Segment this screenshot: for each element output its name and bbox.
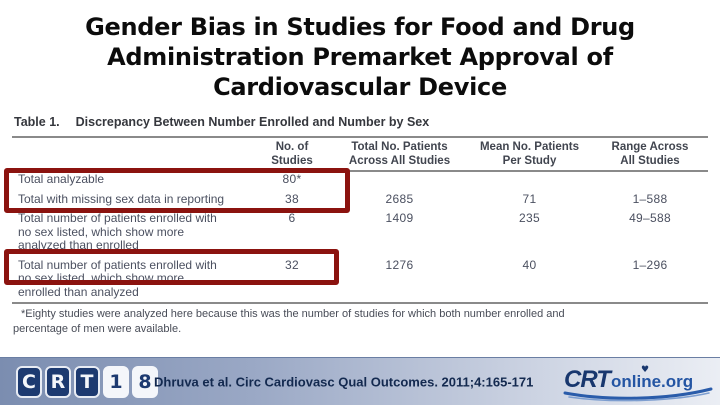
crt18-tile-1: 1 bbox=[103, 365, 129, 398]
title-line-3: Cardiovascular Device bbox=[213, 73, 507, 101]
table-row-more-analyzed-than-enrolled: Total number of patients enrolled with n… bbox=[18, 211, 671, 252]
logo-online-text: online.org bbox=[611, 372, 693, 391]
header-col-range: Range Across All Studies bbox=[611, 141, 689, 167]
table-caption-label: Table 1. bbox=[14, 115, 60, 129]
footer-bar: C R T 1 8 Dhruva et al. Circ Cardiovasc … bbox=[0, 357, 720, 405]
title-line-1: Gender Bias in Studies for Food and Drug bbox=[85, 13, 635, 41]
slide-title: Gender Bias in Studies for Food and Drug… bbox=[0, 12, 720, 102]
logo-swoosh-icon bbox=[563, 387, 713, 400]
header-bottom-rule bbox=[12, 170, 708, 172]
logo-crt-text: CRT bbox=[564, 366, 613, 393]
table-body: Total analyzable 80* Total with missing … bbox=[12, 172, 708, 305]
table-row-total-analyzable: Total analyzable 80* bbox=[18, 172, 302, 186]
table-row-missing-sex-data: Total with missing sex data in reporting… bbox=[18, 191, 668, 206]
crt18-tile-c: C bbox=[16, 365, 42, 398]
crt18-logo: C R T 1 8 bbox=[16, 365, 158, 398]
highlight-box-top bbox=[4, 168, 350, 213]
crt18-tile-t: T bbox=[74, 365, 100, 398]
header-empty bbox=[12, 140, 252, 168]
header-col-total-patients: Total No. Patients Across All Studies bbox=[348, 141, 451, 167]
table-caption: Table 1. Discrepancy Between Number Enrol… bbox=[14, 115, 429, 129]
table-caption-text: Discrepancy Between Number Enrolled and … bbox=[75, 115, 430, 129]
heart-icon: ♥ bbox=[641, 365, 649, 375]
highlight-box-bottom bbox=[4, 249, 339, 285]
table-row-more-enrolled-than-analyzed: Total number of patients enrolled with n… bbox=[18, 257, 668, 299]
header-col-mean-patients: Mean No. Patients Per Study bbox=[479, 141, 580, 167]
crtonline-logo: CRT online.org ♥ bbox=[563, 365, 713, 401]
table-header-row: No. of Studies Total No. Patients Across… bbox=[12, 140, 708, 168]
title-line-2: Administration Premarket Approval of bbox=[107, 43, 613, 71]
table-footnote: *Eighty studies were analyzed here becau… bbox=[13, 308, 565, 335]
citation-text: Dhruva et al. Circ Cardiovasc Qual Outco… bbox=[154, 374, 534, 389]
table-bottom-rule bbox=[12, 302, 708, 304]
header-col-studies: No. of Studies bbox=[271, 141, 313, 167]
crt18-tile-8: 8 bbox=[132, 365, 158, 398]
table-top-rule bbox=[12, 136, 708, 138]
logo-swoosh-thin-icon bbox=[568, 391, 710, 401]
crt18-tile-r: R bbox=[45, 365, 71, 398]
